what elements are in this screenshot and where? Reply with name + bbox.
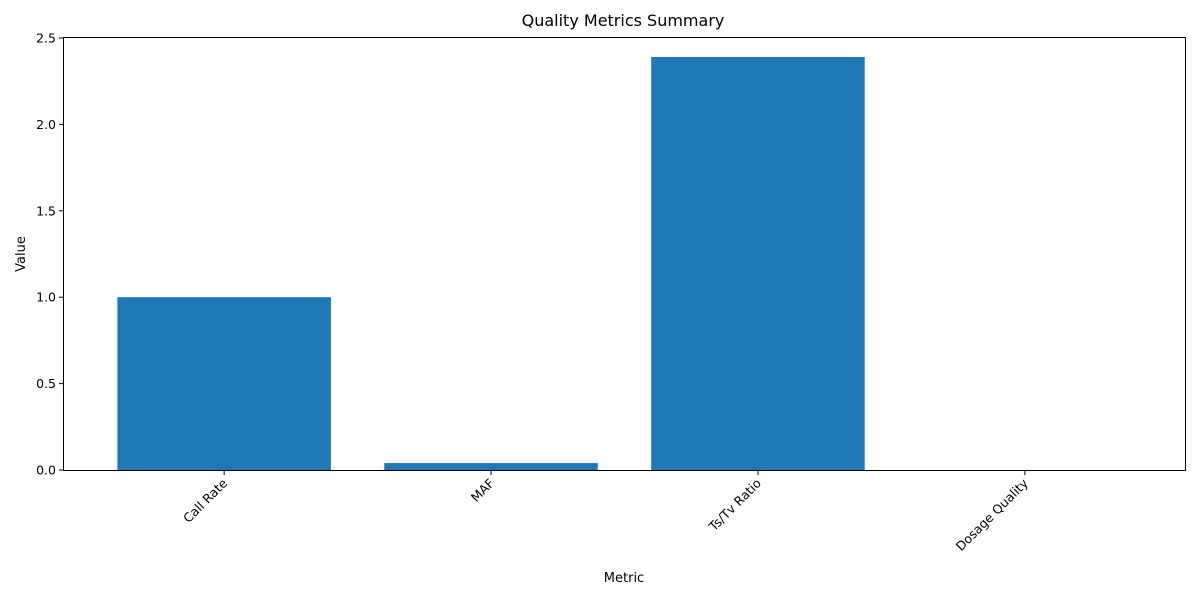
x-tick-label: Dosage Quality xyxy=(953,475,1032,554)
bars-group xyxy=(117,57,865,471)
x-tick-label: Call Rate xyxy=(180,475,230,525)
x-axis-label: Metric xyxy=(604,571,644,586)
bar-ts-tv-ratio xyxy=(651,57,865,471)
chart-title: Quality Metrics Summary xyxy=(522,11,725,30)
y-tick-label: 0.0 xyxy=(36,463,56,478)
y-axis-label: Value xyxy=(14,236,29,272)
y-tick-label: 1.5 xyxy=(36,203,56,218)
x-tick-label: Ts/Tv Ratio xyxy=(705,476,764,535)
y-tick-label: 0.5 xyxy=(36,376,56,391)
plot-frame xyxy=(63,37,1186,471)
bar-maf xyxy=(384,463,598,470)
y-axis: 0.0 0.5 1.0 1.5 2.0 2.5 xyxy=(36,31,64,478)
x-axis: Call Rate MAF Ts/Tv Ratio Dosage Quality xyxy=(180,470,1031,554)
y-tick-label: 2.0 xyxy=(36,117,56,132)
bar-call-rate xyxy=(117,297,331,470)
y-tick-label: 1.0 xyxy=(36,290,56,305)
x-tick-label: MAF xyxy=(468,476,497,505)
y-tick-label: 2.5 xyxy=(36,31,56,46)
